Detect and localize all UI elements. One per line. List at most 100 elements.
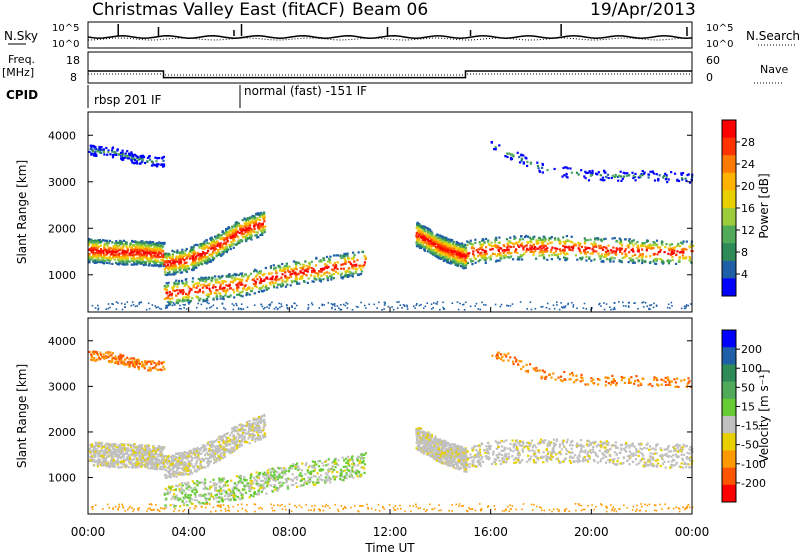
echo-cell: [280, 276, 283, 279]
echo-cell: [632, 174, 635, 177]
echo-cell: [184, 253, 187, 257]
echo-cell: [360, 270, 363, 273]
echo-cell: [250, 216, 253, 219]
echo-cell: [121, 460, 124, 463]
echo-cell: [237, 236, 240, 239]
echo-cell: [146, 451, 149, 454]
echo-cell: [431, 248, 434, 252]
echo-cell: [485, 246, 488, 249]
echo-cell: [299, 263, 302, 266]
echo-cell: [376, 307, 378, 309]
echo-cell: [436, 303, 438, 305]
echo-cell: [222, 232, 225, 235]
echo-cell: [202, 298, 205, 301]
echo-cell: [255, 212, 258, 215]
echo-cell: [191, 255, 194, 258]
echo-cell: [299, 271, 303, 274]
echo-cell: [567, 303, 569, 306]
echo-cell: [141, 261, 144, 264]
echo-cell: [502, 251, 505, 255]
echo-cell: [499, 305, 502, 308]
echo-cell: [226, 239, 229, 242]
echo-cell: [119, 452, 122, 455]
echo-cell: [457, 259, 460, 262]
echo-cell: [147, 460, 150, 464]
echo-cell: [634, 302, 636, 304]
echo-cell: [103, 259, 106, 263]
echo-cell: [508, 245, 511, 248]
echo-cell: [102, 445, 105, 448]
echo-cell: [268, 307, 270, 309]
echo-cell: [263, 228, 266, 231]
echo-cell: [196, 254, 199, 257]
echo-cell: [215, 255, 218, 258]
echo-cell: [121, 308, 124, 311]
echo-cell: [264, 225, 267, 228]
echo-cell: [175, 258, 178, 261]
echo-cell: [644, 260, 647, 263]
echo-cell: [201, 279, 205, 282]
echo-cell: [119, 457, 122, 460]
echo-cell: [334, 264, 338, 267]
echo-cell: [130, 252, 133, 255]
echo-cell: [252, 417, 255, 420]
echo-cell: [540, 306, 542, 308]
echo-cell: [323, 267, 326, 270]
echo-cell: [522, 161, 525, 164]
echo-cell: [216, 307, 218, 309]
echo-cell: [116, 463, 119, 466]
echo-cell: [684, 307, 687, 309]
echo-cell: [136, 447, 139, 450]
echo-cell: [416, 235, 419, 238]
echo-cell: [111, 454, 114, 457]
echo-cell: [170, 292, 173, 295]
echo-cell: [97, 150, 100, 153]
echo-cell: [271, 275, 274, 278]
echo-cell: [181, 300, 184, 303]
echo-cell: [157, 163, 160, 166]
echo-cell: [99, 460, 102, 463]
echo-cell: [246, 217, 249, 220]
echo-cell: [350, 257, 354, 260]
echo-cell: [512, 154, 515, 157]
echo-cell: [532, 236, 535, 239]
echo-cell: [526, 160, 529, 163]
cpid-label: CPID: [6, 88, 38, 102]
echo-cell: [456, 301, 459, 303]
echo-cell: [210, 306, 213, 308]
echo-cell: [423, 234, 426, 237]
echo-cell: [151, 449, 155, 452]
echo-cell: [671, 259, 674, 262]
echo-cell: [189, 299, 192, 303]
echo-cell: [504, 155, 507, 158]
echo-cell: [685, 240, 688, 243]
echo-cell: [447, 251, 450, 254]
echo-cell: [424, 226, 427, 229]
echo-cell: [483, 250, 487, 253]
echo-cell: [263, 289, 266, 292]
echo-cell: [183, 299, 186, 302]
echo-cell: [142, 260, 145, 263]
echo-cell: [358, 264, 361, 267]
echo-cell: [148, 262, 151, 265]
echo-cell: [634, 172, 637, 175]
echo-cell: [439, 238, 442, 241]
echo-cell: [659, 249, 662, 252]
echo-cell: [420, 233, 423, 236]
echo-cell: [451, 302, 454, 304]
echo-cell: [154, 245, 158, 248]
echo-cell: [235, 234, 238, 237]
echo-cell: [197, 282, 201, 285]
echo-cell: [134, 456, 137, 459]
echo-cell: [151, 455, 154, 458]
echo-cell: [151, 458, 154, 461]
echo-cell: [237, 429, 240, 432]
echo-cell: [291, 305, 293, 307]
echo-cell: [311, 280, 314, 283]
echo-cell: [578, 244, 581, 247]
echo-cell: [544, 250, 547, 253]
echo-cell: [165, 304, 168, 307]
echo-cell: [127, 254, 130, 257]
echo-cell: [95, 254, 98, 257]
echo-cell: [585, 308, 588, 310]
